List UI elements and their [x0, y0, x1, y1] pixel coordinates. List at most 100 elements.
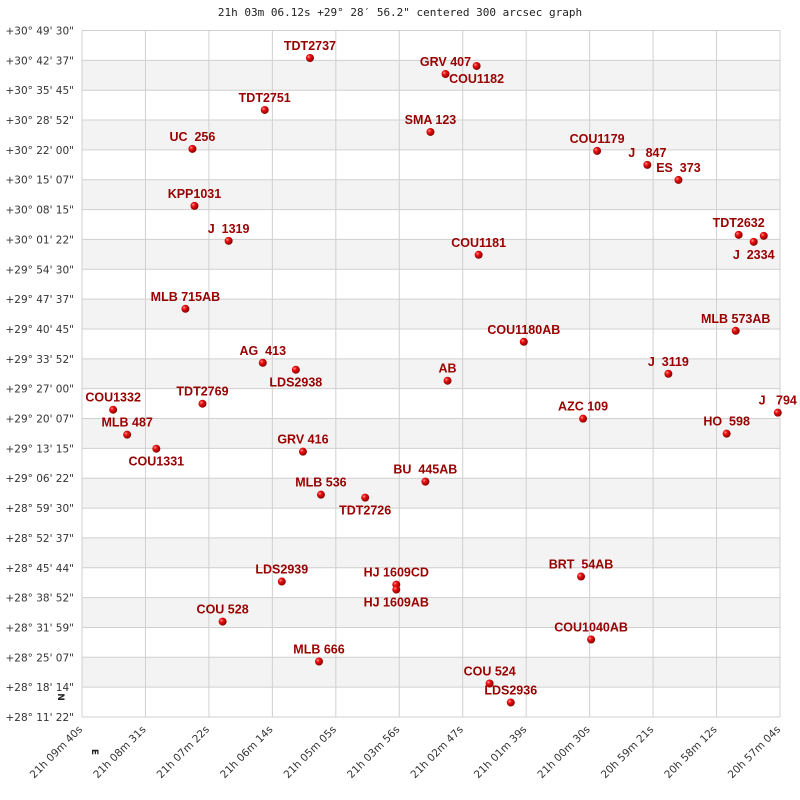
- star-point[interactable]: [188, 144, 197, 153]
- star-label: HJ 1609AB: [364, 596, 429, 610]
- star-point[interactable]: [749, 237, 758, 246]
- y-tick-label: +28° 38' 52": [5, 593, 74, 605]
- star-point[interactable]: [643, 160, 652, 169]
- y-tick-label: +29° 40' 45": [5, 324, 74, 336]
- star-label: MLB 536: [295, 476, 346, 490]
- star-point[interactable]: [579, 414, 588, 423]
- y-tick-label: +30° 49' 30": [5, 26, 74, 38]
- east-marker: E: [89, 749, 99, 755]
- y-tick-label: +29° 20' 07": [5, 414, 74, 426]
- star-point[interactable]: [316, 490, 325, 499]
- star-point[interactable]: [759, 231, 768, 240]
- x-tick-label: 21h 02m 47s: [408, 724, 465, 781]
- star-point[interactable]: [472, 61, 481, 70]
- star-point[interactable]: [181, 304, 190, 313]
- chart-title: 21h 03m 06.12s +29° 28′ 56.2" centered 3…: [218, 6, 582, 19]
- star-label: COU1180AB: [487, 323, 560, 337]
- y-tick-label: +29° 54' 30": [5, 264, 74, 276]
- star-label: HJ 1609CD: [364, 566, 429, 580]
- star-label: COU1182: [449, 72, 504, 86]
- x-tick-label: 21h 00m 30s: [535, 724, 592, 781]
- star-label: J 2334: [733, 248, 775, 262]
- star-label: J 847: [628, 146, 666, 160]
- star-point[interactable]: [722, 429, 731, 438]
- star-label: MLB 573AB: [701, 312, 770, 326]
- star-label: COU1331: [129, 455, 185, 469]
- star-point[interactable]: [260, 105, 269, 114]
- row-band: [82, 239, 780, 270]
- star-point[interactable]: [298, 447, 307, 456]
- star-point[interactable]: [224, 236, 233, 245]
- star-point[interactable]: [731, 326, 740, 335]
- star-point[interactable]: [519, 337, 528, 346]
- star-label: MLB 715AB: [151, 290, 220, 304]
- star-point[interactable]: [277, 577, 286, 586]
- star-label: COU 524: [464, 664, 516, 678]
- star-label: KPP1031: [168, 187, 222, 201]
- star-point[interactable]: [258, 358, 267, 367]
- star-point[interactable]: [773, 408, 782, 417]
- star-point[interactable]: [123, 430, 132, 439]
- x-tick-label: 21h 01m 39s: [472, 724, 529, 781]
- row-band: [82, 299, 780, 329]
- star-point[interactable]: [506, 698, 515, 707]
- star-point[interactable]: [674, 175, 683, 184]
- star-label: BU 445AB: [393, 463, 457, 477]
- row-band: [82, 597, 780, 628]
- row-band: [82, 657, 780, 688]
- star-label: MLB 487: [101, 416, 152, 430]
- star-label: GRV 407: [420, 55, 471, 69]
- y-tick-label: +30° 42' 37": [5, 55, 74, 67]
- row-band: [82, 478, 780, 509]
- star-point[interactable]: [734, 230, 743, 239]
- star-point[interactable]: [426, 127, 435, 136]
- star-label: COU1179: [570, 132, 625, 146]
- star-point[interactable]: [315, 657, 324, 666]
- y-axis-ticks: +30° 49' 30" +30° 42' 37" +30° 35' 45" +30°…: [5, 26, 74, 725]
- star-point[interactable]: [441, 69, 450, 78]
- north-marker: N: [55, 693, 65, 701]
- star-label: AB: [438, 362, 456, 376]
- star-point[interactable]: [190, 201, 199, 210]
- star-point[interactable]: [421, 477, 430, 486]
- star-point[interactable]: [485, 679, 494, 688]
- star-point[interactable]: [305, 53, 314, 62]
- star-point[interactable]: [593, 146, 602, 155]
- star-label: J 1319: [208, 222, 250, 236]
- x-tick-label: 21h 09m 40s: [28, 724, 85, 781]
- y-tick-label: +28° 45' 44": [5, 563, 74, 575]
- y-tick-label: +29° 27' 00": [5, 384, 74, 396]
- star-point[interactable]: [474, 250, 483, 259]
- star-point[interactable]: [664, 369, 673, 378]
- x-tick-label: 20h 57m 04s: [726, 724, 783, 781]
- y-tick-label: +28° 59' 30": [5, 503, 74, 515]
- star-point[interactable]: [198, 399, 207, 408]
- star-label: GRV 416: [277, 433, 328, 447]
- row-band: [82, 537, 780, 568]
- y-tick-label: +29° 47' 37": [5, 294, 74, 306]
- star-label: AG 413: [239, 344, 286, 358]
- star-point[interactable]: [392, 585, 401, 594]
- star-label: HO 598: [703, 415, 750, 429]
- x-tick-label: 20h 59m 21s: [599, 724, 656, 781]
- star-label: BRT 54AB: [549, 558, 614, 572]
- y-tick-label: +30° 28' 52": [5, 115, 74, 127]
- star-point[interactable]: [291, 365, 300, 374]
- star-label: TDT2726: [339, 504, 391, 518]
- star-point[interactable]: [152, 444, 161, 453]
- star-label: J 794: [759, 394, 797, 408]
- x-tick-label: 20h 58m 12s: [662, 724, 719, 781]
- star-labels: TDT2737 GRV 407 COU1182 TDT2751 SMA 123 UC 25…: [85, 39, 797, 697]
- grid-lines: [81, 30, 781, 718]
- star-point[interactable]: [361, 493, 370, 502]
- star-point[interactable]: [218, 617, 227, 626]
- star-label: LDS2939: [255, 563, 308, 577]
- star-point[interactable]: [587, 635, 596, 644]
- row-bands: [82, 30, 780, 717]
- star-point[interactable]: [443, 376, 452, 385]
- y-tick-label: +28° 25' 07": [5, 652, 74, 664]
- star-point[interactable]: [577, 572, 586, 581]
- x-tick-label: 21h 07m 22s: [155, 724, 212, 781]
- star-point[interactable]: [109, 405, 118, 414]
